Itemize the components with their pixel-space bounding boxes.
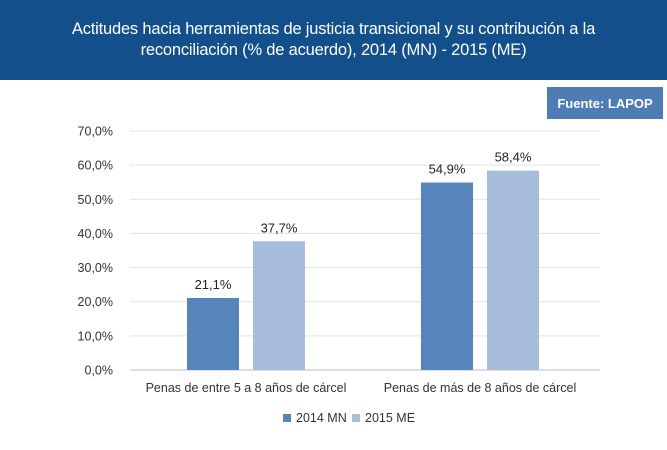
y-tick-label: 60,0% xyxy=(78,159,113,173)
data-label: 54,9% xyxy=(429,162,466,177)
y-tick-label: 70,0% xyxy=(78,125,113,139)
bar xyxy=(487,170,539,370)
legend-swatch xyxy=(283,414,291,422)
bar xyxy=(253,241,305,370)
x-category-label: Penas de más de 8 años de cárcel xyxy=(384,381,576,395)
legend-label: 2015 ME xyxy=(365,411,415,425)
data-label: 58,4% xyxy=(495,150,532,165)
x-category-label: Penas de entre 5 a 8 años de cárcel xyxy=(146,381,347,395)
legend: 2014 MN 2015 ME xyxy=(283,411,415,425)
data-label: 37,7% xyxy=(261,220,298,235)
bar xyxy=(421,182,473,370)
bar xyxy=(187,297,239,370)
y-axis-ticks: 0,0% 10,0% 20,0% 30,0% 40,0% 50,0% 60,0% 70,0% xyxy=(78,125,113,378)
title-banner: Actitudes hacia herramientas de justicia… xyxy=(0,0,667,80)
data-labels: 21,1% 37,7% 54,9% 58,4% xyxy=(195,150,532,292)
legend-swatch xyxy=(352,414,360,422)
source-badge: Fuente: LAPOP xyxy=(547,87,663,119)
y-tick-label: 10,0% xyxy=(78,329,113,343)
y-tick-label: 30,0% xyxy=(78,261,113,275)
y-tick-label: 0,0% xyxy=(85,364,114,378)
data-label: 21,1% xyxy=(195,277,232,292)
y-tick-label: 50,0% xyxy=(78,193,113,207)
bars xyxy=(187,170,539,370)
legend-label: 2014 MN xyxy=(296,411,347,425)
x-axis-categories: Penas de entre 5 a 8 años de cárcel Penas… xyxy=(146,381,577,395)
y-tick-label: 40,0% xyxy=(78,227,113,241)
chart-title: Actitudes hacia herramientas de justicia… xyxy=(71,20,596,59)
y-tick-label: 20,0% xyxy=(78,295,113,309)
